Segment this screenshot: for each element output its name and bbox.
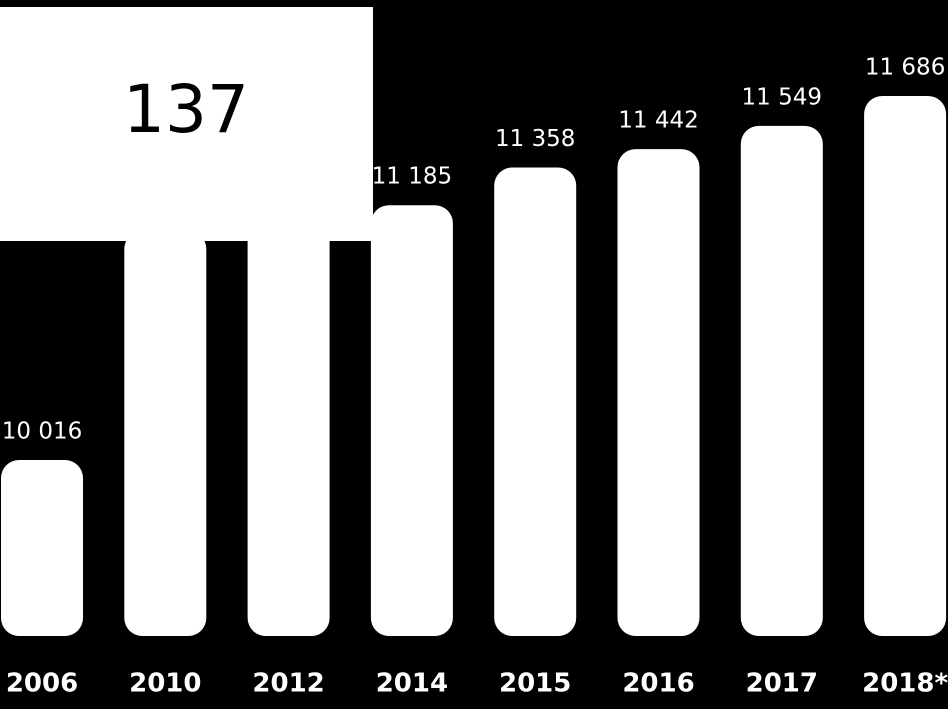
bar <box>247 215 330 637</box>
value-label: 11 358 <box>495 126 575 152</box>
bar <box>1 460 83 636</box>
x-tick-label: 2015 <box>499 669 571 699</box>
bar <box>864 96 947 636</box>
x-tick-label: 2012 <box>252 669 324 699</box>
bar <box>124 230 207 637</box>
x-tick-label: 2017 <box>746 669 818 699</box>
value-label: 11 549 <box>742 84 822 110</box>
bar <box>370 205 453 636</box>
highlight-number: 137 <box>123 71 249 148</box>
bar <box>494 167 577 636</box>
x-tick-label: 2018* <box>862 669 948 699</box>
x-tick-label: 2010 <box>129 669 201 699</box>
value-label: 11 185 <box>372 164 452 190</box>
value-label: 11 442 <box>618 108 698 134</box>
value-label: 10 016 <box>2 419 82 445</box>
x-tick-label: 2014 <box>376 669 448 699</box>
value-label: 11 686 <box>865 55 945 81</box>
x-tick-label: 2006 <box>6 669 78 699</box>
value-label: 11 067 <box>125 189 205 215</box>
bar <box>740 125 823 636</box>
x-tick-label: 2016 <box>622 669 694 699</box>
bar <box>617 149 700 636</box>
highlight-box <box>0 7 373 241</box>
value-label: 11 140 <box>248 174 328 200</box>
